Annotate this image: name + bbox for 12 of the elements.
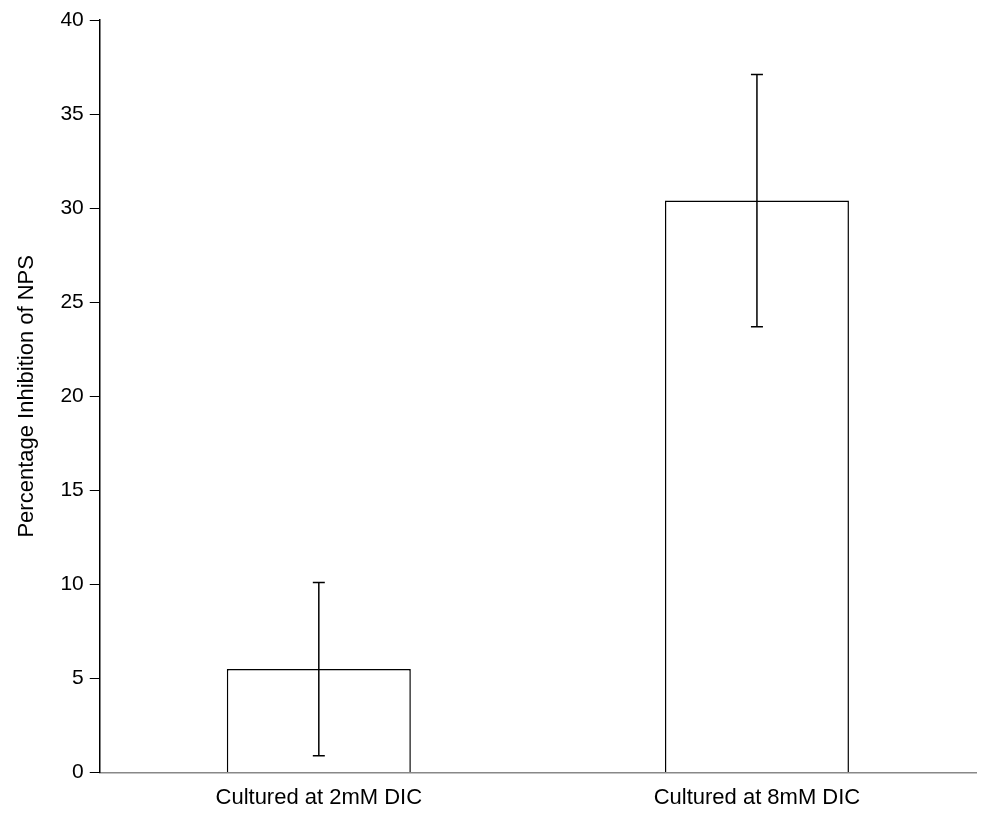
y-tick-label: 35 xyxy=(60,100,84,124)
y-tick-label: 0 xyxy=(72,759,84,783)
y-tick-label: 40 xyxy=(60,6,84,30)
y-tick-label: 15 xyxy=(60,477,84,501)
y-axis-title: Percentage Inhibition of NPS xyxy=(13,255,39,538)
x-tick-label: Cultured at 2mM DIC xyxy=(215,783,423,809)
y-tick-label: 10 xyxy=(60,571,84,595)
y-tick-label: 5 xyxy=(72,665,84,689)
y-tick-label: 20 xyxy=(60,383,84,407)
y-tick-label: 30 xyxy=(60,194,84,218)
x-tick-label: Cultured at 8mM DIC xyxy=(653,783,861,809)
y-tick-label: 25 xyxy=(60,289,84,313)
